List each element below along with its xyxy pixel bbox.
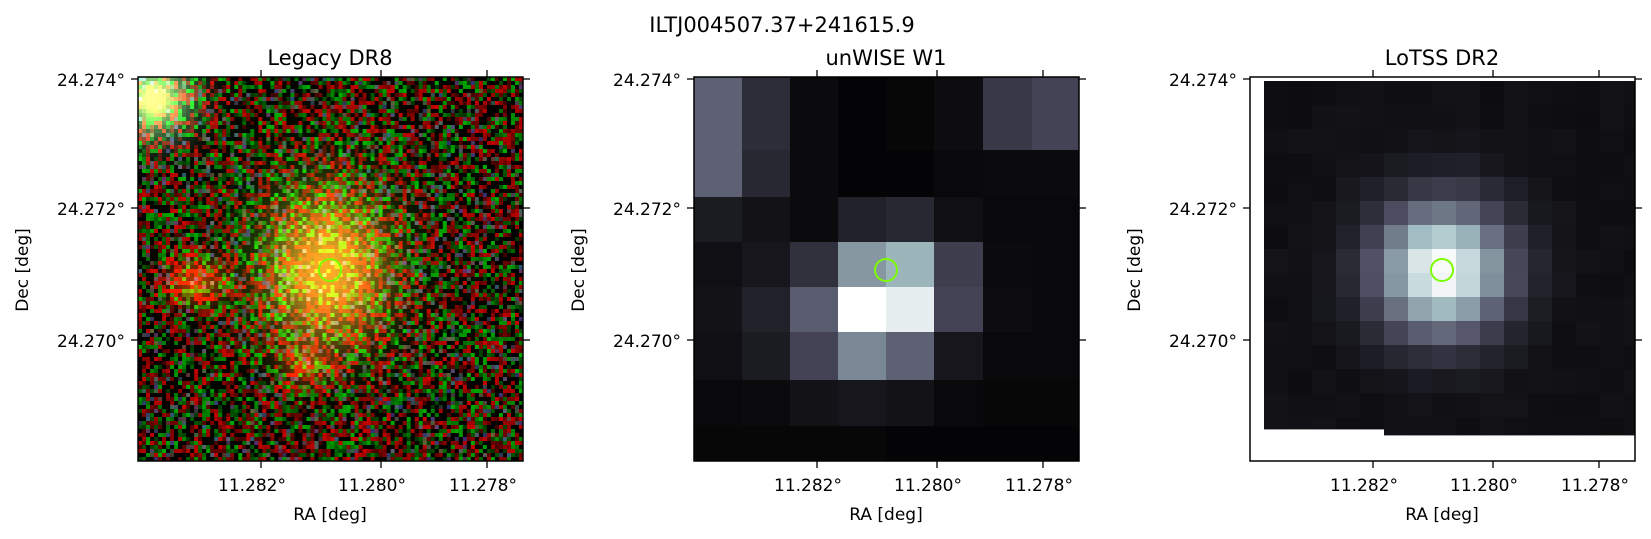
x-tick-label: 11.278° [449,476,517,496]
source-marker-circle [318,258,342,282]
x-tick-label: 11.280° [894,476,962,496]
panel-lotss-dr2: LoTSS DR2 11.282° 11.280° 11.278° 24.274… [1125,46,1642,525]
x-tick-label: 11.282° [1330,476,1398,496]
y-tick-label: 24.274° [613,71,681,91]
x-tick-label: 11.282° [218,476,286,496]
x-tick-label: 11.278° [1005,476,1073,496]
lotss-dr2-image [1250,77,1636,461]
panel-unwise-w1: unWISE W1 11.282° 11.280° 11.278° 24.274… [569,46,1086,525]
x-axis-label: RA [deg] [293,505,366,525]
x-tick-label: 11.280° [1450,476,1518,496]
x-axis-label: RA [deg] [1405,505,1478,525]
axes-frame [693,76,1080,462]
unwise-w1-image [694,77,1080,462]
x-axis-label: RA [deg] [849,505,922,525]
y-tick-label: 24.274° [57,71,125,91]
panel-title: unWISE W1 [826,46,947,70]
panel-title: LoTSS DR2 [1385,46,1499,70]
axes-frame [137,76,524,462]
y-axis-label: Dec [deg] [569,228,589,312]
y-tick-label: 24.272° [1169,200,1237,220]
y-tick-label: 24.270° [57,332,125,352]
y-tick-label: 24.274° [1169,71,1237,91]
panel-title: Legacy DR8 [267,46,392,70]
source-marker-circle [874,258,898,282]
y-tick-label: 24.272° [57,200,125,220]
y-ticks: 24.274° 24.272° 24.270° [57,71,530,352]
y-tick-label: 24.270° [613,332,681,352]
x-tick-label: 11.278° [1561,476,1629,496]
x-ticks: 11.282° 11.280° 11.278° [774,70,1073,496]
y-tick-label: 24.270° [1169,332,1237,352]
y-axis-label: Dec [deg] [1125,228,1145,312]
figure-title: ILTJ004507.37+241615.9 [649,13,914,37]
x-ticks: 11.282° 11.280° 11.278° [1330,70,1629,496]
axes-frame [1249,76,1636,462]
source-marker-circle [1430,258,1454,282]
legacy-rgb-image [138,77,524,462]
y-axis-label: Dec [deg] [13,228,33,312]
panel-legacy-dr8: Legacy DR8 11.282° 11.280° 11.278° 24.27… [13,46,530,525]
x-ticks: 11.282° 11.280° 11.278° [218,70,517,496]
x-tick-label: 11.280° [338,476,406,496]
y-ticks: 24.274° 24.272° 24.270° [613,71,1086,352]
y-ticks: 24.274° 24.272° 24.270° [1169,71,1642,352]
y-tick-label: 24.272° [613,200,681,220]
x-tick-label: 11.282° [774,476,842,496]
